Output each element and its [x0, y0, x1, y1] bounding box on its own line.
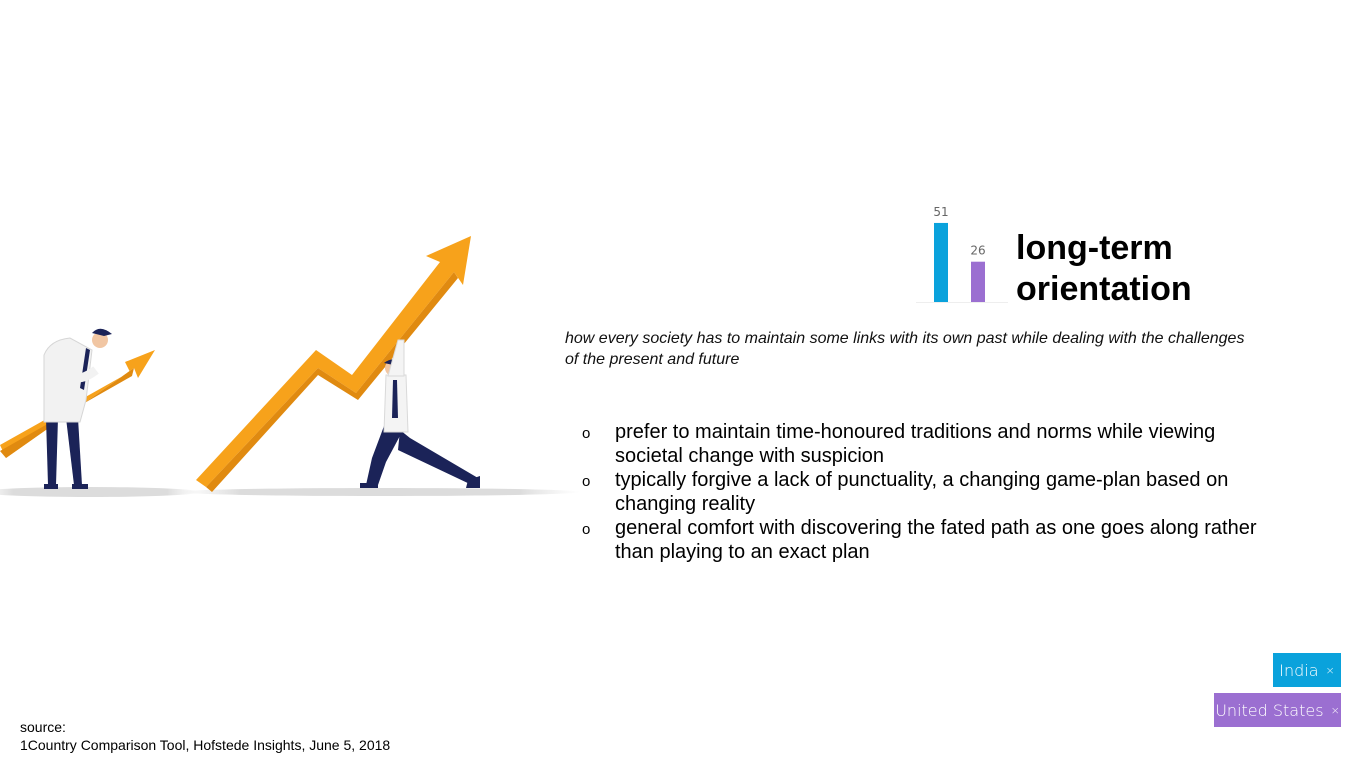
businessman-right-icon	[360, 339, 480, 488]
long-term-orientation-chart: 51 26	[916, 205, 1008, 303]
source-citation: source: 1Country Comparison Tool, Hofste…	[20, 718, 390, 754]
title-line-2: orientation	[1016, 270, 1192, 308]
ground-shadow-right	[180, 488, 580, 496]
legend-chip-united-states[interactable]: United States ×	[1214, 693, 1341, 727]
chart-bar-india	[934, 222, 948, 302]
chart-value-label: 51	[933, 205, 948, 219]
bullet-item: o prefer to maintain time-honoured tradi…	[582, 420, 1282, 468]
bullet-text: typically forgive a lack of punctuality,…	[615, 469, 1229, 515]
bullet-marker: o	[582, 425, 591, 442]
businessman-left-icon	[43, 328, 112, 489]
close-icon[interactable]: ×	[1330, 703, 1340, 717]
legend-chip-united-states-label: United States	[1215, 700, 1324, 720]
dimension-definition: how every society has to maintain some l…	[565, 330, 1245, 368]
big-growth-arrow-icon	[196, 236, 471, 492]
source-label: source:	[20, 719, 66, 735]
close-icon[interactable]: ×	[1325, 663, 1335, 677]
bullet-marker: o	[582, 521, 591, 538]
slide-title: long-term orientation	[1016, 228, 1316, 310]
growth-arrows-illustration	[0, 236, 580, 497]
legend-chip-india-label: India	[1279, 660, 1319, 680]
bullet-list: o prefer to maintain time-honoured tradi…	[582, 420, 1282, 564]
legend-chip-india[interactable]: India ×	[1273, 653, 1341, 687]
title-line-1: long-term	[1016, 229, 1173, 267]
bullet-item: o typically forgive a lack of punctualit…	[582, 468, 1282, 516]
chart-bar-united-states	[971, 261, 985, 302]
bullet-item: o general comfort with discovering the f…	[582, 516, 1282, 564]
source-text: 1Country Comparison Tool, Hofstede Insig…	[20, 737, 391, 753]
bullet-text: general comfort with discovering the fat…	[615, 517, 1257, 563]
bullet-marker: o	[582, 473, 591, 490]
chart-value-label: 26	[970, 244, 985, 258]
bullet-text: prefer to maintain time-honoured traditi…	[615, 421, 1216, 467]
ground-shadow-left	[0, 487, 200, 497]
